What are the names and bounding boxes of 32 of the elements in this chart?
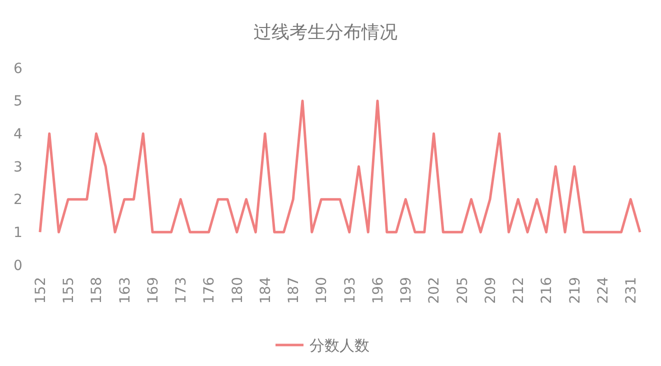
y-tick-label: 4: [14, 126, 23, 143]
y-tick-label: 1: [14, 225, 22, 242]
x-tick-label: 184: [258, 276, 274, 304]
x-tick-label: 231: [624, 277, 640, 304]
x-tick-label: 176: [202, 276, 218, 304]
x-tick-label: 193: [342, 277, 358, 304]
legend-label: 分数人数: [310, 336, 370, 354]
x-tick-label: 169: [145, 277, 162, 304]
y-tick-label: 6: [14, 60, 23, 77]
line-series: [38, 100, 642, 234]
x-tick-label: 199: [398, 277, 415, 304]
x-tick-label: 224: [595, 276, 612, 304]
y-tick-label: 5: [14, 94, 22, 110]
x-tick-label: 180: [230, 277, 246, 304]
x-tick-label: 219: [567, 277, 584, 304]
x-tick-label: 152: [32, 277, 49, 304]
x-tick-label: 163: [117, 277, 134, 304]
x-tick-label: 190: [314, 277, 330, 304]
x-tick-label: 216: [539, 276, 556, 304]
y-tick-label: 3: [14, 159, 22, 176]
x-tick-label: 158: [89, 277, 106, 304]
y-tick-label: 0: [14, 258, 22, 274]
x-tick-label: 209: [482, 277, 499, 304]
chart-title: 过线考生分布情况: [254, 22, 398, 43]
x-tick-label: 155: [61, 277, 78, 304]
x-tick-label: 196: [370, 276, 386, 304]
x-tick-label: 212: [511, 277, 528, 304]
x-tick-label: 187: [286, 277, 302, 304]
x-tick-label: 202: [426, 277, 443, 304]
x-tick-label: 173: [174, 277, 190, 304]
y-tick-label: 2: [14, 192, 22, 208]
x-tick-label: 205: [454, 277, 471, 304]
